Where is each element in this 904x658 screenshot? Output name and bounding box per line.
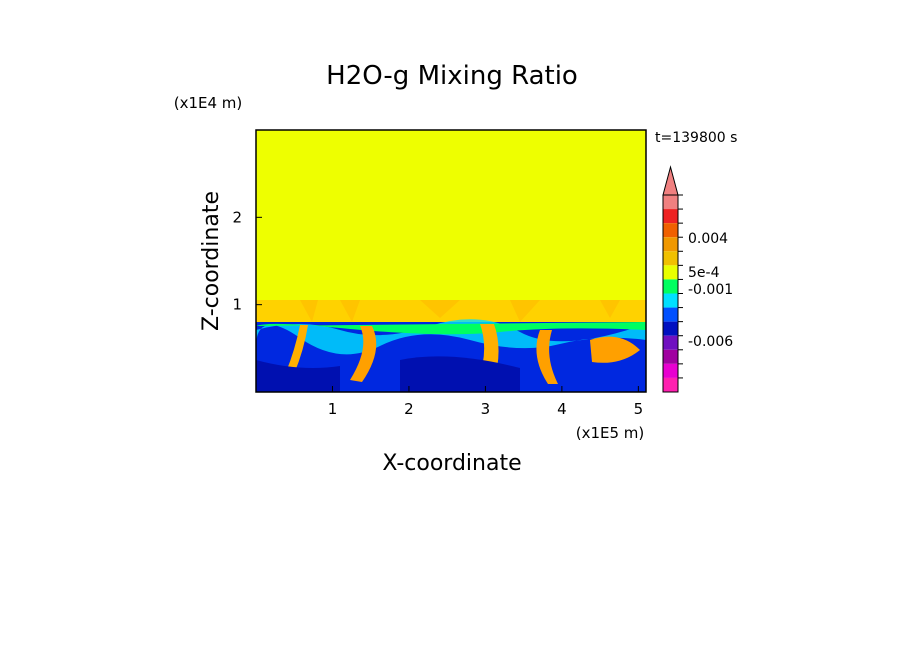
colorbar-extend-arrow [662,165,679,196]
y-ticks: 12 [232,208,262,314]
colorbar-labels: 0.004 5e-4 -0.001 -0.006 [688,231,733,350]
colorbar-swatch [663,237,678,252]
y-tick-label: 2 [232,208,242,226]
turbulent-plumes [256,300,646,392]
plot-frame [255,129,647,393]
colorbar-swatch [663,195,678,210]
y-tick-label: 1 [232,296,242,314]
colorbar-swatch [663,377,678,392]
colorbar-swatch [663,293,678,308]
colorbar-swatch [663,209,678,224]
y-axis-label: Z-coordinate [199,191,224,331]
chart-title: H2O-g Mixing Ratio [326,61,578,91]
colorbar [662,165,683,393]
y-scale-label: (x1E4 m) [174,94,243,112]
x-scale-label: (x1E5 m) [576,424,645,442]
x-tick-label: 3 [481,400,491,418]
colorbar-swatch [663,251,678,266]
x-axis-label: X-coordinate [382,451,521,476]
colorbar-swatch [663,349,678,364]
colorbar-swatch [663,223,678,238]
colorbar-frame [662,194,679,393]
colorbar-label-2: -0.001 [688,282,733,298]
colorbar-label-3: -0.006 [688,334,733,350]
x-tick-label: 5 [634,400,644,418]
x-tick-label: 1 [328,400,338,418]
colorbar-label-1: 5e-4 [688,265,720,281]
upper-layer-field [256,130,646,305]
x-tick-label: 4 [557,400,567,418]
plot-area [256,130,646,392]
colorbar-swatch [663,265,678,280]
colorbar-swatch [663,307,678,322]
x-ticks: 1 2 3 4 5 [328,386,643,418]
time-label: t=139800 s [655,130,737,146]
colorbar-swatch [663,279,678,294]
x-tick-label: 2 [404,400,414,418]
colorbar-swatch [663,335,678,350]
colorbar-label-0: 0.004 [688,231,728,247]
colorbar-swatch [663,363,678,378]
colorbar-swatch [663,321,678,336]
